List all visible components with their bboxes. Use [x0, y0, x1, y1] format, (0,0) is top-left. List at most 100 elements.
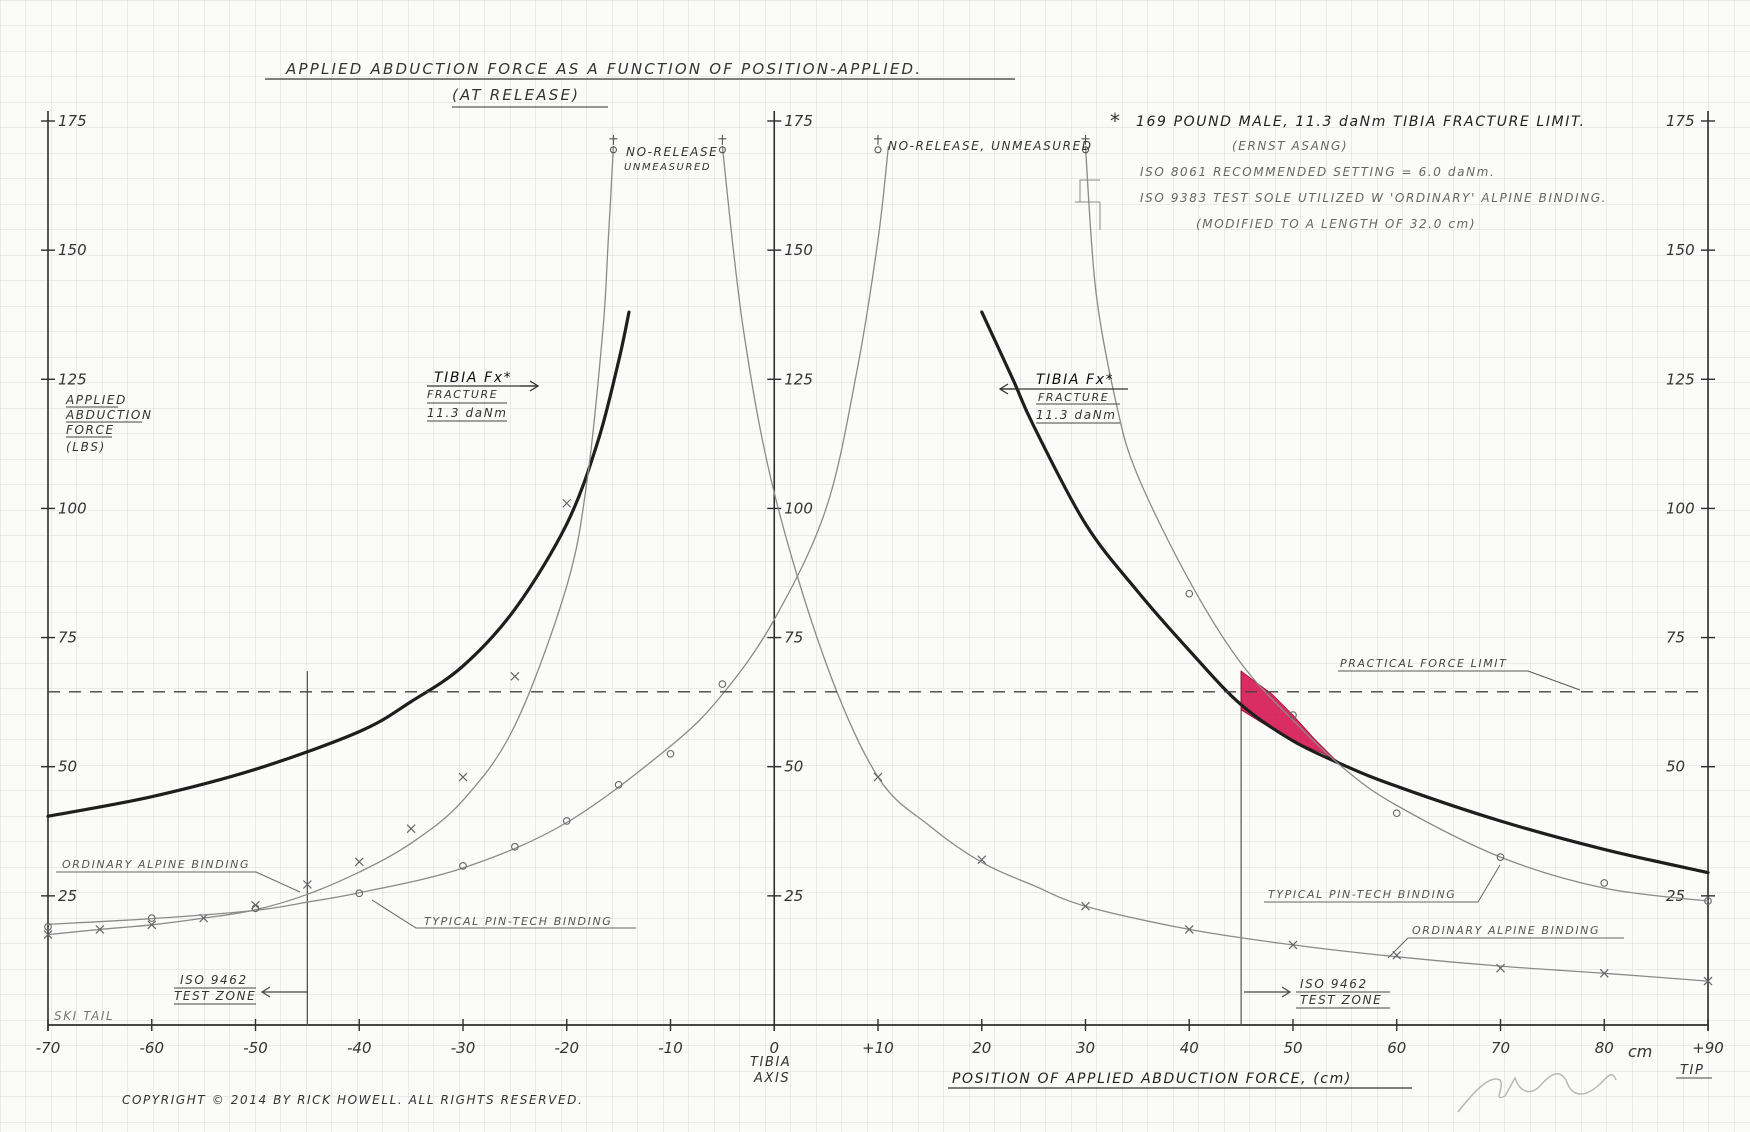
series-1-curve-1 [721, 146, 1709, 982]
x-tick-label: -30 [451, 1039, 476, 1057]
unmeasured-marker [1081, 134, 1090, 145]
label-ordinary-right: ORDINARY ALPINE BINDING [1412, 924, 1600, 937]
ordinary-binding-point [510, 671, 520, 681]
ylabel-line-4: (LBS) [66, 440, 106, 454]
y-tick-label-right: 125 [1666, 370, 1695, 388]
y-tick-label-center: 175 [784, 112, 813, 130]
y-tick-label-left: 75 [58, 629, 77, 647]
tibia-axis-label-2: AXIS [753, 1071, 790, 1086]
x-tick-label: -50 [243, 1039, 268, 1057]
label-tibia-left: TIBIA Fx* [434, 370, 512, 386]
tibia-right-arrow [998, 383, 1018, 395]
x-tick-label: +90 [1692, 1039, 1724, 1057]
ordinary-binding-point [1184, 925, 1194, 934]
note-line-3: ISO 8061 RECOMMENDED SETTING = 6.0 daNm. [1140, 165, 1495, 179]
copyright: COPYRIGHT © 2014 BY RICK HOWELL. ALL RIG… [122, 1093, 583, 1107]
ordinary-binding-point [147, 920, 157, 930]
ordinary-binding-point [1599, 968, 1609, 978]
pintech-binding-point [1289, 711, 1297, 719]
label-ordinary-left: ORDINARY ALPINE BINDING [62, 858, 250, 871]
ordinary-binding-point [458, 772, 468, 782]
pintech-left-leader [371, 899, 636, 929]
ski-tail-label: SKI TAIL [54, 1009, 114, 1023]
label-unmeasured-left: UNMEASURED [624, 162, 711, 173]
note-line-5: (MODIFIED TO A LENGTH OF 32.0 cm) [1196, 217, 1476, 231]
pintech-binding-point [666, 749, 675, 758]
unmeasured-marker [874, 134, 882, 145]
ordinary-binding-point [1496, 963, 1505, 973]
label-danm-left: 11.3 daNm [427, 406, 508, 420]
tibia-axis-label-1: TIBIA [750, 1055, 791, 1070]
iso-left-arrow [260, 986, 308, 998]
y-tick-label-left: 25 [58, 887, 77, 905]
label-fracture-left: FRACTURE [427, 388, 498, 401]
ordinary-binding-point [1081, 901, 1090, 911]
y-tick-label-left: 50 [58, 758, 77, 776]
ylabel-line-3: FORCE [66, 423, 115, 437]
tip-label: TIP [1680, 1063, 1704, 1078]
pintech-binding-point [1496, 853, 1505, 861]
label-iso-right-2: TEST ZONE [1300, 993, 1382, 1007]
y-tick-label-left: 150 [58, 241, 87, 259]
label-iso-left-1: ISO 9462 [180, 973, 248, 987]
y-tick-label-center: 100 [784, 499, 813, 517]
unmeasured-point [874, 146, 882, 154]
unmeasured-point [1081, 146, 1090, 154]
x-tick-label: 0 [769, 1039, 779, 1057]
label-practical-force-limit: PRACTICAL FORCE LIMIT [1340, 657, 1507, 670]
y-tick-label-right: 175 [1666, 112, 1695, 130]
x-tick-label: +10 [862, 1039, 894, 1057]
pintech-binding-point [1600, 879, 1609, 887]
ordinary-binding-point [977, 855, 987, 865]
xlabel: POSITION OF APPLIED ABDUCTION FORCE, (cm… [952, 1071, 1352, 1087]
y-tick-label-center: 50 [784, 758, 803, 776]
ordinary-binding-point [562, 498, 572, 508]
y-tick-label-center: 75 [784, 629, 803, 647]
pintech-binding-point [1704, 897, 1712, 905]
label-tibia-right: TIBIA Fx* [1036, 372, 1114, 388]
ordinary-binding-point [354, 857, 364, 867]
label-iso-right-1: ISO 9462 [1300, 977, 1368, 991]
y-tick-label-right: 75 [1666, 629, 1685, 647]
label-pintech-left: TYPICAL PIN-TECH BINDING [424, 915, 612, 928]
tibia-left-arrow [520, 380, 540, 392]
y-tick-label-center: 25 [784, 887, 803, 905]
unmeasured-marker [718, 134, 727, 145]
ordinary-binding-point [302, 880, 312, 889]
pintech-binding-point [44, 923, 52, 931]
label-iso-left-2: TEST ZONE [174, 989, 256, 1003]
x-tick-label: -70 [36, 1039, 61, 1057]
ordinary-binding-point [1288, 940, 1298, 950]
ordinary-binding-point [1703, 976, 1713, 986]
ordinary-left-leader [56, 871, 301, 893]
unmeasured-point [609, 146, 617, 154]
pintech-binding-point [355, 889, 364, 898]
series-1-curve-0 [47, 146, 615, 936]
series-2-curve-0 [47, 146, 890, 925]
y-tick-label-left: 175 [58, 112, 87, 130]
y-tick-label-left: 125 [58, 370, 87, 388]
y-tick-label-right: 100 [1666, 499, 1695, 517]
x-tick-label: -60 [140, 1039, 165, 1057]
y-tick-label-center: 125 [784, 370, 813, 388]
label-no-release-left: NO-RELEASE [626, 145, 718, 159]
x-tick-label: 50 [1283, 1039, 1302, 1057]
cm-label: cm [1628, 1042, 1652, 1061]
pintech-binding-point [1392, 809, 1401, 818]
x-tick-label: -20 [555, 1039, 580, 1057]
iso-right-arrow [1244, 986, 1292, 998]
label-no-release-right: NO-RELEASE, UNMEASURED [888, 139, 1093, 153]
ordinary-binding-point [873, 772, 883, 782]
ordinary-binding-point [406, 824, 416, 834]
tibia-fracture-curve-1 [980, 310, 1710, 875]
chart-title: APPLIED ABDUCTION FORCE AS A FUNCTION OF… [285, 60, 922, 78]
label-danm-right: 11.3 daNm [1036, 408, 1117, 422]
x-tick-label: 30 [1076, 1039, 1095, 1057]
practical-limit-leader [1338, 670, 1581, 691]
pintech-binding-point [251, 904, 260, 913]
pintech-right-leader [1264, 864, 1501, 903]
note-asterisk: * [1110, 109, 1120, 133]
unmeasured-marker [609, 134, 618, 145]
pintech-binding-point [147, 914, 156, 922]
